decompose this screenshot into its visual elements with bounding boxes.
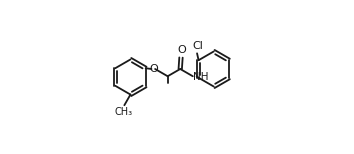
Text: CH₃: CH₃ bbox=[115, 107, 133, 117]
Text: O: O bbox=[177, 45, 186, 55]
Text: Cl: Cl bbox=[192, 41, 203, 51]
Text: NH: NH bbox=[193, 72, 209, 82]
Text: O: O bbox=[149, 64, 158, 74]
